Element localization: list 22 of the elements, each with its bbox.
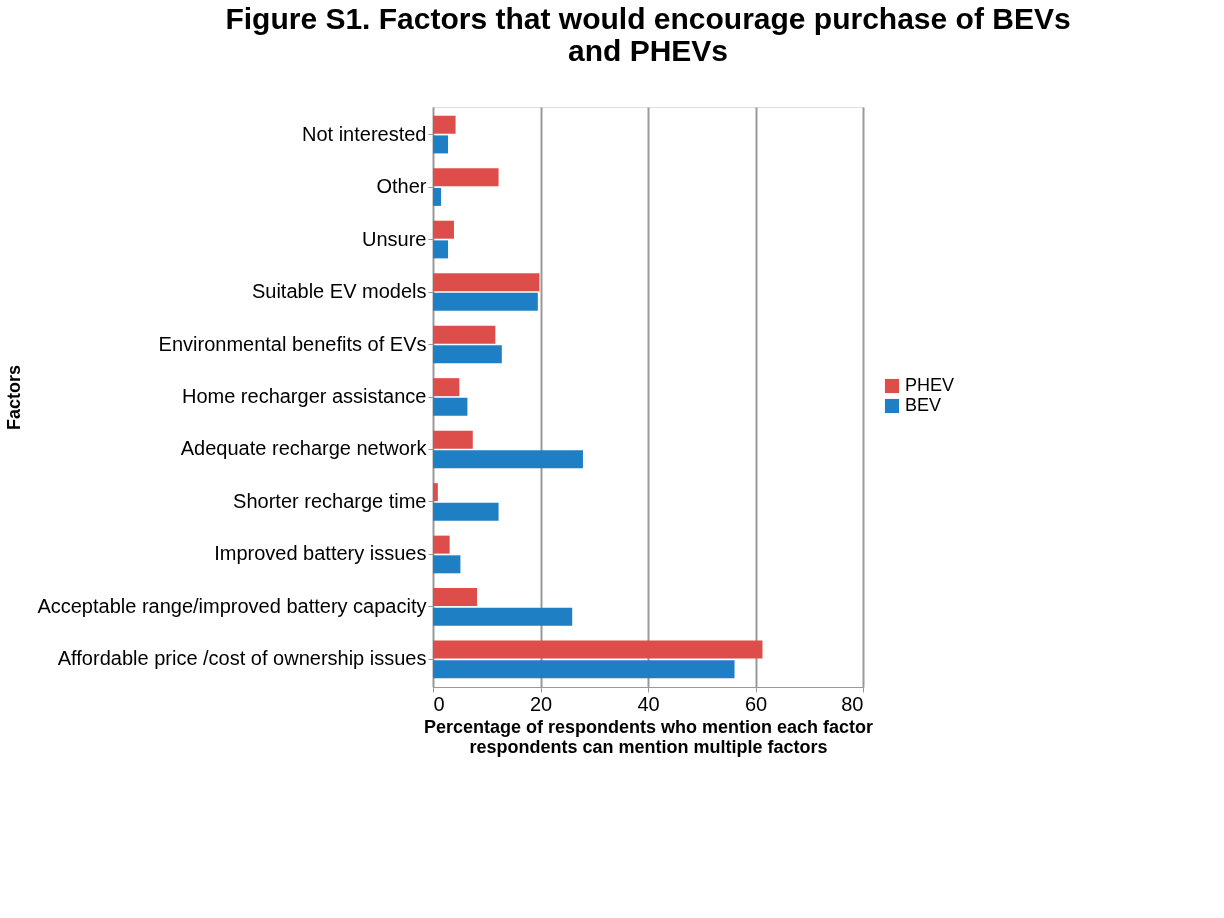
y-tick-label: Affordable price /cost of ownership issues bbox=[57, 647, 427, 670]
y-axis-title: Factors bbox=[3, 364, 24, 431]
y-tick-label: Home recharger assistance bbox=[181, 385, 427, 407]
y-tick-label: Unsure bbox=[362, 227, 427, 250]
y-tick-label: Improved battery issues bbox=[214, 542, 427, 565]
x-tick-label: 20 bbox=[529, 692, 553, 715]
y-tick-label: Suitable EV models bbox=[251, 280, 427, 303]
text: respondents can mention multiple factors bbox=[469, 736, 828, 757]
legend-label: PHEV bbox=[905, 375, 955, 395]
x-tick-label: 40 bbox=[637, 692, 660, 715]
x-tick-label: 0 bbox=[433, 692, 445, 715]
x-tick-label: 60 bbox=[744, 692, 768, 715]
y-tick-label: Environmental benefits of EVs bbox=[158, 332, 427, 355]
legend-label: BEV bbox=[905, 395, 942, 415]
x-tick-label: 80 bbox=[841, 692, 864, 715]
y-tick-label: Other bbox=[376, 175, 427, 198]
y-tick-label: Acceptable range/improved battery capacity bbox=[37, 594, 427, 617]
y-tick-label: Shorter recharge time bbox=[233, 489, 427, 512]
chart-title: Figure S1. Factors that would encourage purchase of BEVs and PHEVs bbox=[225, 2, 1071, 67]
y-tick-label: Adequate recharge network bbox=[180, 437, 428, 460]
x-axis-title: Percentage of respondents who mention each factor bbox=[423, 716, 874, 737]
y-tick-label: Not interested bbox=[301, 122, 427, 145]
